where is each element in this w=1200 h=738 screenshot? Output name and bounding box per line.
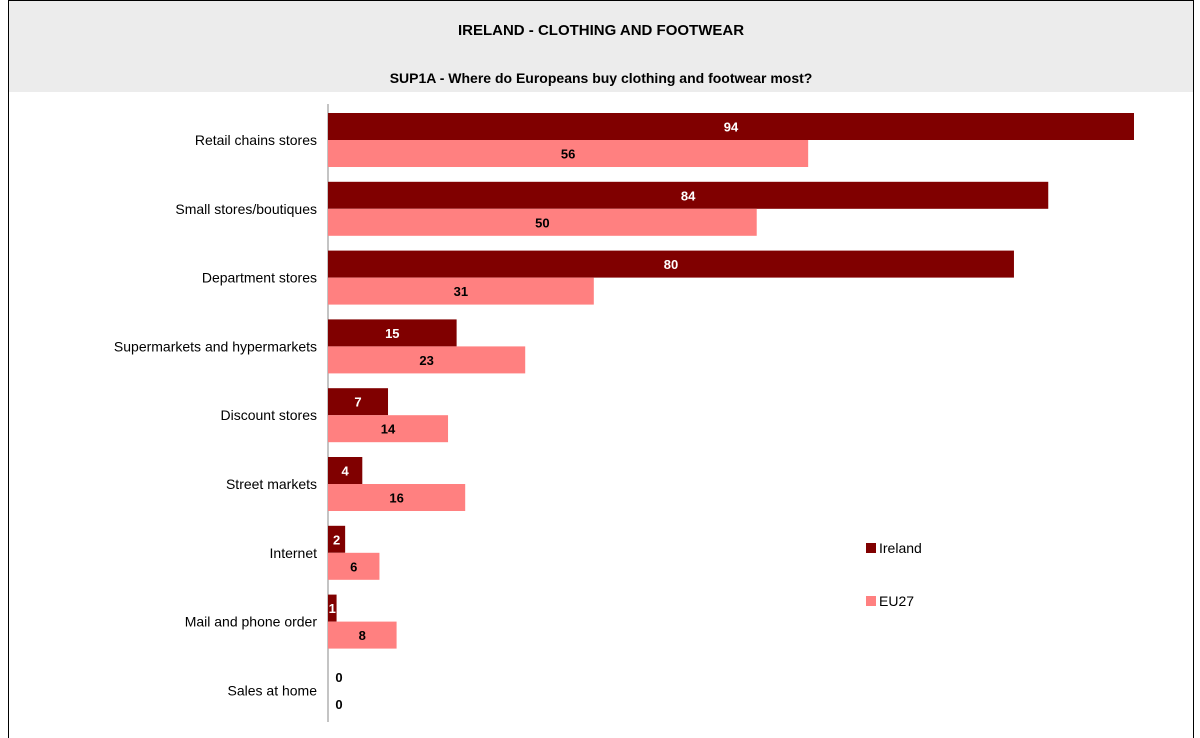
data-label-ireland: 94 — [724, 120, 739, 135]
bar-eu27 — [328, 484, 466, 511]
legend-label-eu27: EU27 — [879, 593, 914, 609]
legend-swatch-eu27 — [866, 596, 876, 606]
bar-eu27 — [328, 208, 757, 236]
data-label-eu27: 23 — [419, 353, 433, 368]
data-label-ireland: 84 — [681, 188, 696, 203]
category-label: Discount stores — [221, 407, 317, 423]
data-label-ireland: 2 — [333, 532, 340, 547]
bar-ireland — [328, 181, 1049, 209]
category-label: Small stores/boutiques — [175, 201, 317, 217]
bar-ireland — [328, 457, 363, 484]
data-label-ireland: 0 — [335, 670, 342, 685]
data-label-eu27: 50 — [535, 215, 549, 230]
chart-header: IRELAND - CLOTHING AND FOOTWEAR SUP1A - … — [9, 1, 1193, 92]
data-label-ireland: 4 — [342, 464, 350, 479]
data-label-eu27: 56 — [561, 147, 575, 162]
category-label: Street markets — [226, 476, 317, 492]
category-label: Sales at home — [228, 682, 318, 698]
data-label-ireland: 7 — [354, 395, 361, 410]
bar-eu27 — [328, 621, 397, 649]
bar-eu27 — [328, 346, 526, 374]
category-label: Department stores — [202, 270, 317, 286]
data-label-ireland: 15 — [385, 326, 399, 341]
bar-ireland — [328, 113, 1134, 140]
bar-eu27 — [328, 552, 380, 580]
chart-frame — [8, 0, 1194, 738]
data-label-eu27: 31 — [454, 284, 468, 299]
chart-title: IRELAND - CLOTHING AND FOOTWEAR — [457, 22, 745, 39]
bar-ireland — [328, 250, 1014, 278]
data-label-eu27: 16 — [389, 491, 403, 506]
bar-ireland — [328, 319, 457, 347]
legend-swatch-ireland — [866, 543, 876, 553]
chart-subtitle: SUP1A - Where do Europeans buy clothing … — [389, 70, 813, 86]
category-label: Mail and phone order — [185, 614, 318, 630]
category-label: Retail chains stores — [195, 132, 317, 148]
data-label-eu27: 6 — [350, 559, 357, 574]
legend-label-ireland: Ireland — [879, 540, 922, 556]
bar-eu27 — [328, 140, 809, 167]
data-label-ireland: 1 — [329, 601, 336, 616]
category-label: Internet — [270, 545, 318, 561]
bar-eu27 — [328, 277, 594, 305]
bar-ireland — [328, 594, 337, 622]
bar-eu27 — [328, 415, 449, 443]
bar-ireland — [328, 525, 346, 553]
data-label-ireland: 80 — [664, 257, 678, 272]
bar-ireland — [328, 388, 389, 416]
data-label-eu27: 14 — [381, 422, 396, 437]
category-label: Supermarkets and hypermarkets — [114, 338, 317, 354]
data-label-eu27: 0 — [335, 697, 342, 712]
data-label-eu27: 8 — [359, 628, 366, 643]
